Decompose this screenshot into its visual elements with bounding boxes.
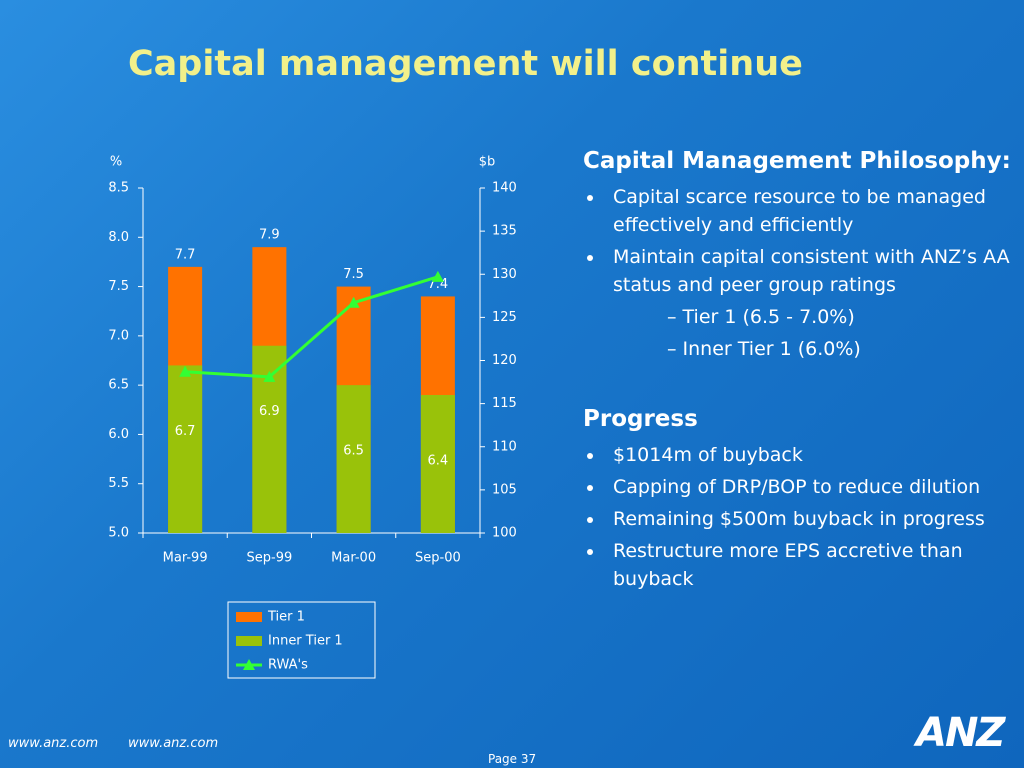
footer-link: www.anz.com: [128, 736, 219, 751]
sub-bullet: – Tier 1 (6.5 - 7.0%): [667, 306, 855, 328]
legend-swatch: [243, 659, 255, 670]
bullet-list: Capital scarce resource to be managed ef…: [583, 183, 1018, 363]
text-panel: Capital Management Philosophy: Capital s…: [583, 145, 1018, 597]
footer-link: www.anz.com: [8, 736, 99, 751]
line-series: [185, 275, 439, 379]
y2-axis-label: $b: [479, 155, 496, 170]
legend-box: [227, 601, 376, 679]
bullet: $1014m of buyback: [583, 441, 1018, 469]
bullet-text: Capital scarce resource to be managed ef…: [613, 186, 986, 236]
y-tick-label: 7.0: [108, 328, 129, 343]
bullet: Restructure more EPS accretive than buyb…: [583, 537, 1018, 593]
legend-swatch: [236, 636, 262, 646]
data-label: 6.5: [343, 444, 364, 459]
bullet: Remaining $500m buyback in progress: [583, 505, 1018, 533]
y2-tick-label: 135: [492, 224, 517, 239]
line-marker: [179, 365, 192, 377]
line-marker: [431, 270, 444, 282]
bullet-text: Remaining $500m buyback in progress: [613, 508, 985, 530]
data-label: 6.7: [175, 424, 196, 439]
x-tick-label: Mar-99: [163, 551, 208, 566]
heading: Progress: [583, 406, 698, 432]
y-tick-label: 6.5: [108, 378, 129, 393]
bar: [336, 385, 371, 533]
x-tick-label: Sep-99: [247, 551, 293, 566]
y2-tick-label: 120: [492, 353, 517, 368]
y2-tick-label: 115: [492, 396, 517, 411]
data-label: 6.9: [259, 404, 280, 419]
data-label: 6.4: [428, 454, 449, 469]
bullet-text: Restructure more EPS accretive than buyb…: [613, 540, 963, 590]
y2-tick-label: 130: [492, 267, 517, 282]
y2-tick-label: 140: [492, 181, 517, 196]
sub-bullet: – Inner Tier 1 (6.0%): [667, 338, 861, 360]
x-tick-label: Mar-00: [331, 551, 376, 566]
y-tick-label: 8.5: [108, 181, 129, 196]
legend-swatch: [236, 612, 262, 622]
y-axis-label: %: [110, 155, 122, 170]
bullet: Capping of DRP/BOP to reduce dilution: [583, 473, 1018, 501]
y2-tick-label: 100: [492, 526, 517, 541]
y-tick-label: 6.0: [108, 427, 129, 442]
y2-tick-label: 105: [492, 482, 517, 497]
bullet-text: Maintain capital consistent with ANZ’s A…: [613, 246, 1010, 296]
legend-label: Tier 1: [267, 610, 305, 625]
x-tick-label: Sep-00: [415, 551, 461, 566]
bar: [168, 365, 203, 533]
legend-label: Inner Tier 1: [268, 634, 343, 649]
y-tick-label: 8.0: [108, 230, 129, 245]
line-marker: [263, 370, 276, 382]
bar: [420, 395, 455, 533]
bullet-text: Capping of DRP/BOP to reduce dilution: [613, 476, 981, 498]
legend-label: RWA's: [268, 658, 308, 673]
data-label: 7.7: [175, 247, 196, 262]
data-label: 7.5: [343, 267, 364, 282]
y-tick-label: 7.5: [108, 279, 129, 294]
y2-tick-label: 125: [492, 310, 517, 325]
y-tick-label: 5.5: [108, 476, 129, 491]
bullet: Capital scarce resource to be managed ef…: [583, 183, 1018, 239]
data-label: 7.9: [259, 228, 280, 243]
slide-title: Capital management will continue: [128, 44, 803, 84]
y2-tick-label: 110: [492, 439, 517, 454]
bullet-text: $1014m of buyback: [613, 444, 803, 466]
y-tick-label: 5.0: [108, 526, 129, 541]
bullet-list: $1014m of buyback Capping of DRP/BOP to …: [583, 441, 1018, 593]
line-marker: [347, 296, 360, 308]
page-number: Page 37: [488, 752, 537, 766]
bullet: Maintain capital consistent with ANZ’s A…: [583, 243, 1018, 299]
heading: Capital Management Philosophy:: [583, 148, 1011, 174]
logo: ANZ: [916, 710, 1005, 756]
